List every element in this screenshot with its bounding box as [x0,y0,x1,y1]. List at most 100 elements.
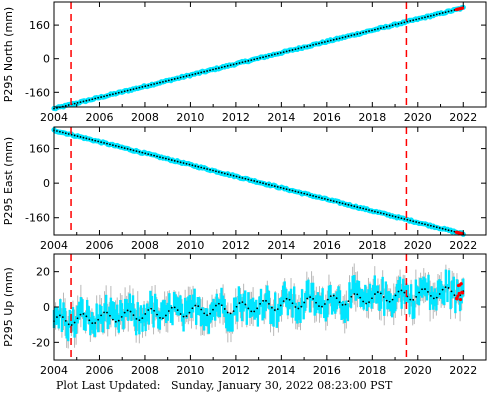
daily-point [142,304,146,323]
trend-point [300,191,303,194]
trend-point [129,310,132,313]
trend-point [70,133,73,136]
trend-point [409,20,412,22]
daily-point [119,299,122,318]
daily-point [392,295,395,314]
daily-point [73,319,76,338]
trend-point [406,218,409,221]
daily-point [141,313,144,332]
trend-point [335,38,338,40]
daily-point [341,300,345,319]
daily-point [308,294,312,313]
daily-point [62,302,65,321]
x-tick-label: 2008 [131,111,159,124]
trend-point [282,187,285,190]
daily-point [95,303,98,322]
trend-point [371,209,373,212]
trend-point [291,189,294,192]
daily-point [163,299,166,318]
daily-solutions [51,127,466,237]
trend-point [394,23,397,26]
trend-point [353,205,356,208]
daily-point [443,287,446,306]
trend-point [76,135,79,138]
daily-point [179,295,182,314]
trend-point [253,180,256,182]
daily-point [79,297,83,316]
trend-point [73,102,76,105]
trend-point [79,101,82,104]
x-tick-label: 2012 [222,364,250,377]
daily-point [449,291,452,310]
trend-point [385,213,388,216]
daily-point [302,301,305,320]
trend-point [315,195,317,198]
daily-point [351,275,354,294]
trend-point [279,304,282,307]
trend-point [226,311,229,314]
trend-point [409,298,412,301]
daily-point [176,297,179,316]
daily-point [155,299,158,318]
y-tick-label: -160 [25,212,50,225]
trend-point [438,227,441,229]
trend-point [109,143,111,146]
trend-point [424,16,426,19]
trend-point [294,48,297,51]
daily-point [248,299,252,318]
daily-point [232,297,236,316]
daily-point [220,287,223,306]
daily-point [89,317,92,336]
daily-point [286,297,290,316]
trend-point [365,30,367,33]
trend-point [91,98,94,101]
daily-point [438,279,441,298]
chart-panel-1: 2004 2006 2008 2010 2012 2014 2016 2018 2020 2022… [2,1,487,124]
daily-point [182,313,185,332]
trend-point [400,217,403,220]
trend-point [88,99,91,101]
trend-point [117,145,120,148]
trend-point [265,55,267,58]
trend-point [170,159,173,161]
trend-point [321,197,323,200]
trend-point [418,291,420,294]
recent-point [460,6,465,10]
daily-point [307,279,310,298]
daily-point [195,306,198,325]
trend-point [220,304,223,307]
trend-point [153,83,156,85]
trend-point [318,42,320,45]
daily-point [74,315,78,334]
daily-point [356,280,359,299]
trend-point [123,311,126,314]
trend-point [215,304,217,307]
x-tick-label: 2016 [313,239,341,252]
trend-point [415,221,418,223]
y-tick-label: 160 [29,143,50,156]
daily-point [321,288,324,307]
trend-point [114,145,117,147]
trend-point [329,199,332,202]
trend-point [353,293,356,295]
trend-point [173,78,176,80]
trend-point [444,11,447,14]
daily-point [245,306,248,325]
x-tick-label: 2022 [449,364,477,377]
daily-point [98,304,102,323]
trend-point [323,303,326,305]
daily-point [383,297,386,316]
trend-point [56,316,58,318]
x-tick-label: 2010 [176,239,204,252]
trend-point [359,32,362,35]
trend-point [97,96,100,99]
daily-point [368,283,372,302]
trend-point [209,312,211,315]
daily-point [234,297,237,316]
trend-point [323,41,326,43]
daily-point [127,302,130,321]
daily-point [109,297,113,316]
x-tick-label: 2008 [131,364,159,377]
trend-point [273,53,276,56]
daily-point [90,311,94,330]
